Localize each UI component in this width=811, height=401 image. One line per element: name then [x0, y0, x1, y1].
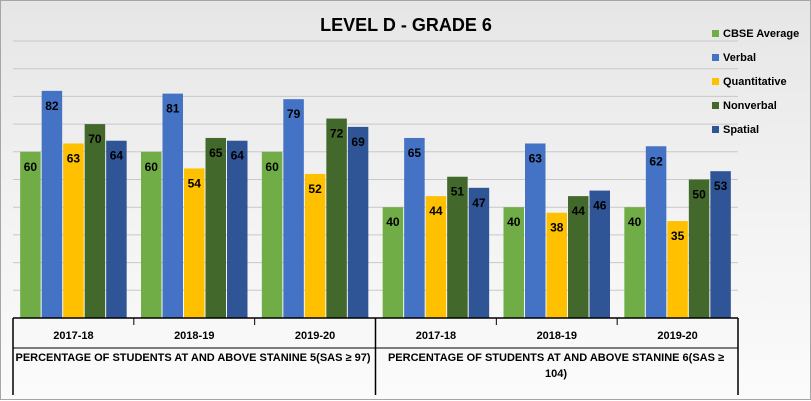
- legend-item: Nonverbal: [712, 97, 809, 114]
- legend-swatch: [712, 102, 719, 109]
- data-label: 70: [88, 132, 102, 146]
- bar: [568, 196, 589, 318]
- data-label: 38: [550, 221, 564, 235]
- bar: [20, 151, 41, 318]
- bar: [525, 143, 546, 318]
- legend-item: CBSE Average: [712, 25, 809, 42]
- bar: [41, 90, 63, 318]
- legend-swatch: [712, 54, 719, 61]
- data-label: 69: [351, 135, 365, 149]
- data-label: 51: [451, 185, 465, 199]
- data-label: 65: [209, 146, 223, 160]
- category-label: 2017-18: [416, 330, 456, 342]
- data-label: 44: [572, 204, 586, 218]
- data-label: 60: [145, 160, 159, 174]
- bar: [645, 146, 667, 318]
- legend: CBSE Average Verbal Quantitative Nonverbal S…: [712, 25, 809, 138]
- data-label: 60: [265, 160, 279, 174]
- data-label: 62: [649, 154, 663, 168]
- legend-item: Verbal: [712, 49, 809, 66]
- data-label: 35: [671, 229, 685, 243]
- data-label: 46: [593, 199, 607, 213]
- data-label: 40: [386, 215, 400, 229]
- bar: [283, 99, 304, 318]
- bar: [347, 126, 369, 319]
- legend-swatch: [712, 126, 719, 133]
- category-label: 2019-20: [295, 330, 335, 342]
- bar: [141, 151, 162, 318]
- data-label: 40: [628, 215, 642, 229]
- legend-label: Quantitative: [723, 75, 787, 88]
- data-label: 52: [308, 182, 322, 196]
- data-label: 72: [330, 127, 344, 141]
- category-label: 2018-19: [537, 330, 577, 342]
- data-label: 82: [45, 99, 59, 113]
- bar: [326, 118, 347, 318]
- bar: [688, 179, 710, 318]
- data-label: 60: [24, 160, 38, 174]
- data-label: 64: [110, 149, 124, 163]
- category-label: 2017-18: [53, 330, 93, 342]
- legend-label: Spatial: [723, 123, 760, 136]
- bar: [447, 176, 468, 318]
- data-label: 63: [529, 151, 543, 165]
- chart-title: LEVEL D - GRADE 6: [320, 15, 492, 35]
- data-label: 63: [67, 151, 81, 165]
- bar: [106, 140, 127, 318]
- legend-label: Nonverbal: [723, 99, 777, 112]
- data-label: 44: [429, 204, 443, 218]
- bar: [184, 168, 205, 318]
- data-label: 65: [408, 146, 422, 160]
- category-label: 2019-20: [657, 330, 697, 342]
- bar: [503, 207, 524, 318]
- data-label: 47: [472, 196, 486, 210]
- data-label: 53: [714, 179, 728, 193]
- bar: [710, 171, 731, 318]
- legend-item: Spatial: [712, 121, 809, 138]
- data-label: 50: [692, 188, 706, 202]
- legend-item: Quantitative: [712, 73, 809, 90]
- bar: [205, 137, 226, 318]
- legend-swatch: [712, 30, 719, 37]
- legend-swatch: [712, 78, 719, 85]
- bar: [589, 190, 610, 318]
- bar: [304, 173, 326, 318]
- bar: [162, 93, 183, 318]
- data-label: 54: [188, 176, 202, 190]
- group-label-stanine-6: PERCENTAGE OF STUDENTS AT AND ABOVE STAN…: [387, 352, 725, 380]
- data-label: 79: [287, 107, 301, 121]
- bar: [261, 151, 283, 318]
- bar: [404, 137, 425, 318]
- legend-label: CBSE Average: [723, 27, 800, 40]
- group-label-stanine-5: PERCENTAGE OF STUDENTS AT AND ABOVE STAN…: [15, 352, 371, 364]
- legend-label: Verbal: [723, 51, 757, 64]
- bar: [624, 207, 645, 318]
- data-label: 64: [231, 149, 245, 163]
- category-label: 2018-19: [174, 330, 214, 342]
- data-label: 81: [166, 102, 180, 116]
- bar: [84, 124, 106, 318]
- bar: [425, 196, 447, 318]
- bar: [468, 187, 490, 318]
- data-label: 40: [507, 215, 521, 229]
- bar: [63, 143, 84, 318]
- bar: [227, 140, 248, 318]
- bar: [546, 212, 567, 318]
- bar: [667, 221, 688, 318]
- bar: [382, 207, 404, 318]
